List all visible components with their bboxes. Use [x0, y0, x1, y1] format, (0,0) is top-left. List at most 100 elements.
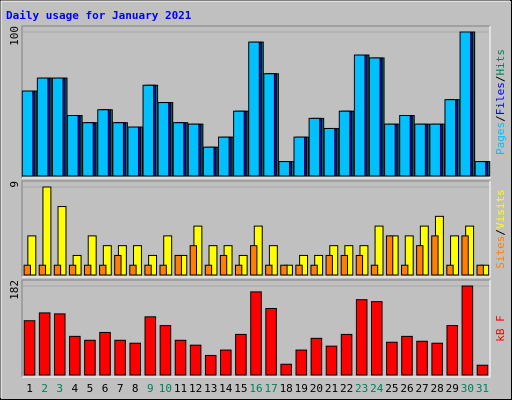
bar — [204, 354, 217, 376]
bar — [129, 342, 142, 376]
x-tick-label: 29 — [446, 382, 459, 395]
bar — [114, 339, 126, 376]
bar — [99, 331, 111, 376]
bar — [353, 54, 366, 177]
bar — [461, 285, 474, 376]
legend-entry: Files — [494, 82, 507, 115]
y-tick-label: 182 — [8, 280, 21, 300]
bar — [102, 245, 112, 276]
bar — [450, 235, 459, 276]
x-tick-label: 20 — [310, 382, 323, 395]
bar — [51, 77, 64, 177]
bar — [295, 264, 303, 276]
legend-separator: / — [494, 115, 507, 122]
legend-entry: Sites — [494, 236, 507, 269]
x-tick-label: 23 — [355, 382, 368, 395]
bar — [144, 264, 152, 276]
bar — [310, 264, 318, 276]
bar — [159, 325, 172, 376]
bar — [340, 333, 353, 376]
panel-shadow — [21, 279, 490, 377]
x-tick-label: 13 — [204, 382, 217, 395]
bar — [446, 264, 454, 276]
panel-light — [22, 181, 491, 278]
bar — [114, 254, 122, 276]
bar — [189, 245, 198, 276]
legend-entry: Visits — [494, 189, 507, 229]
bar — [374, 225, 384, 276]
x-tick-label: 17 — [264, 382, 277, 395]
bar — [189, 344, 202, 376]
bar — [280, 264, 288, 276]
bar — [401, 264, 409, 276]
x-tick-label: 3 — [56, 382, 63, 395]
bar — [325, 254, 333, 276]
bar — [338, 110, 351, 177]
bar — [21, 90, 34, 177]
legend: Sites/Visits — [494, 189, 507, 269]
bar — [310, 337, 323, 376]
bar — [295, 349, 308, 376]
bar — [325, 345, 338, 376]
bar — [53, 313, 66, 376]
bar — [474, 161, 487, 177]
chart-title: Daily usage for January 2021 — [6, 9, 192, 22]
y-tick-label: 100 — [8, 26, 21, 46]
bar — [340, 254, 348, 276]
bar — [38, 264, 47, 276]
bar — [233, 110, 245, 177]
bar — [53, 264, 62, 276]
x-tick-label: 27 — [415, 382, 428, 395]
bar — [446, 325, 459, 376]
bar — [293, 136, 306, 177]
bar — [414, 123, 426, 177]
bar — [23, 264, 31, 276]
x-tick-label: 21 — [325, 382, 338, 395]
x-tick-label: 16 — [249, 382, 262, 395]
bar — [208, 245, 218, 276]
bar — [127, 126, 140, 177]
bar — [36, 77, 49, 177]
bar — [174, 339, 187, 376]
x-tick-label: 26 — [400, 382, 413, 395]
bar — [84, 264, 92, 276]
bar — [250, 291, 262, 376]
bar — [235, 333, 247, 376]
x-tick-label: 10 — [159, 382, 172, 395]
legend-separator: / — [494, 76, 507, 83]
bar — [57, 206, 67, 276]
bar — [368, 57, 381, 177]
bar — [399, 115, 411, 177]
y-tick-label: 9 — [8, 181, 21, 188]
x-tick-label: 15 — [234, 382, 247, 395]
bar — [429, 123, 441, 177]
legend-entry: Pages — [494, 122, 507, 155]
x-tick-label: 30 — [461, 382, 474, 395]
bar — [67, 115, 79, 177]
bar — [174, 254, 182, 276]
x-tick-label: 22 — [340, 382, 353, 395]
panel-shadow — [21, 180, 490, 277]
bar — [69, 335, 81, 376]
bar — [157, 102, 170, 177]
bar — [431, 342, 443, 376]
bar — [280, 363, 292, 376]
bar — [250, 245, 258, 276]
x-tick-label: 1 — [26, 382, 33, 395]
bar — [23, 320, 36, 376]
bar — [142, 84, 155, 177]
bar — [234, 264, 243, 276]
bar — [355, 299, 368, 376]
bar — [263, 73, 275, 177]
bar — [268, 245, 278, 276]
x-tick-label: 24 — [370, 382, 384, 395]
bar — [38, 312, 51, 376]
bar — [87, 235, 97, 276]
bar — [187, 123, 200, 177]
x-tick-label: 6 — [102, 382, 109, 395]
x-tick-label: 14 — [219, 382, 233, 395]
bar — [265, 264, 273, 276]
bar — [355, 254, 364, 276]
